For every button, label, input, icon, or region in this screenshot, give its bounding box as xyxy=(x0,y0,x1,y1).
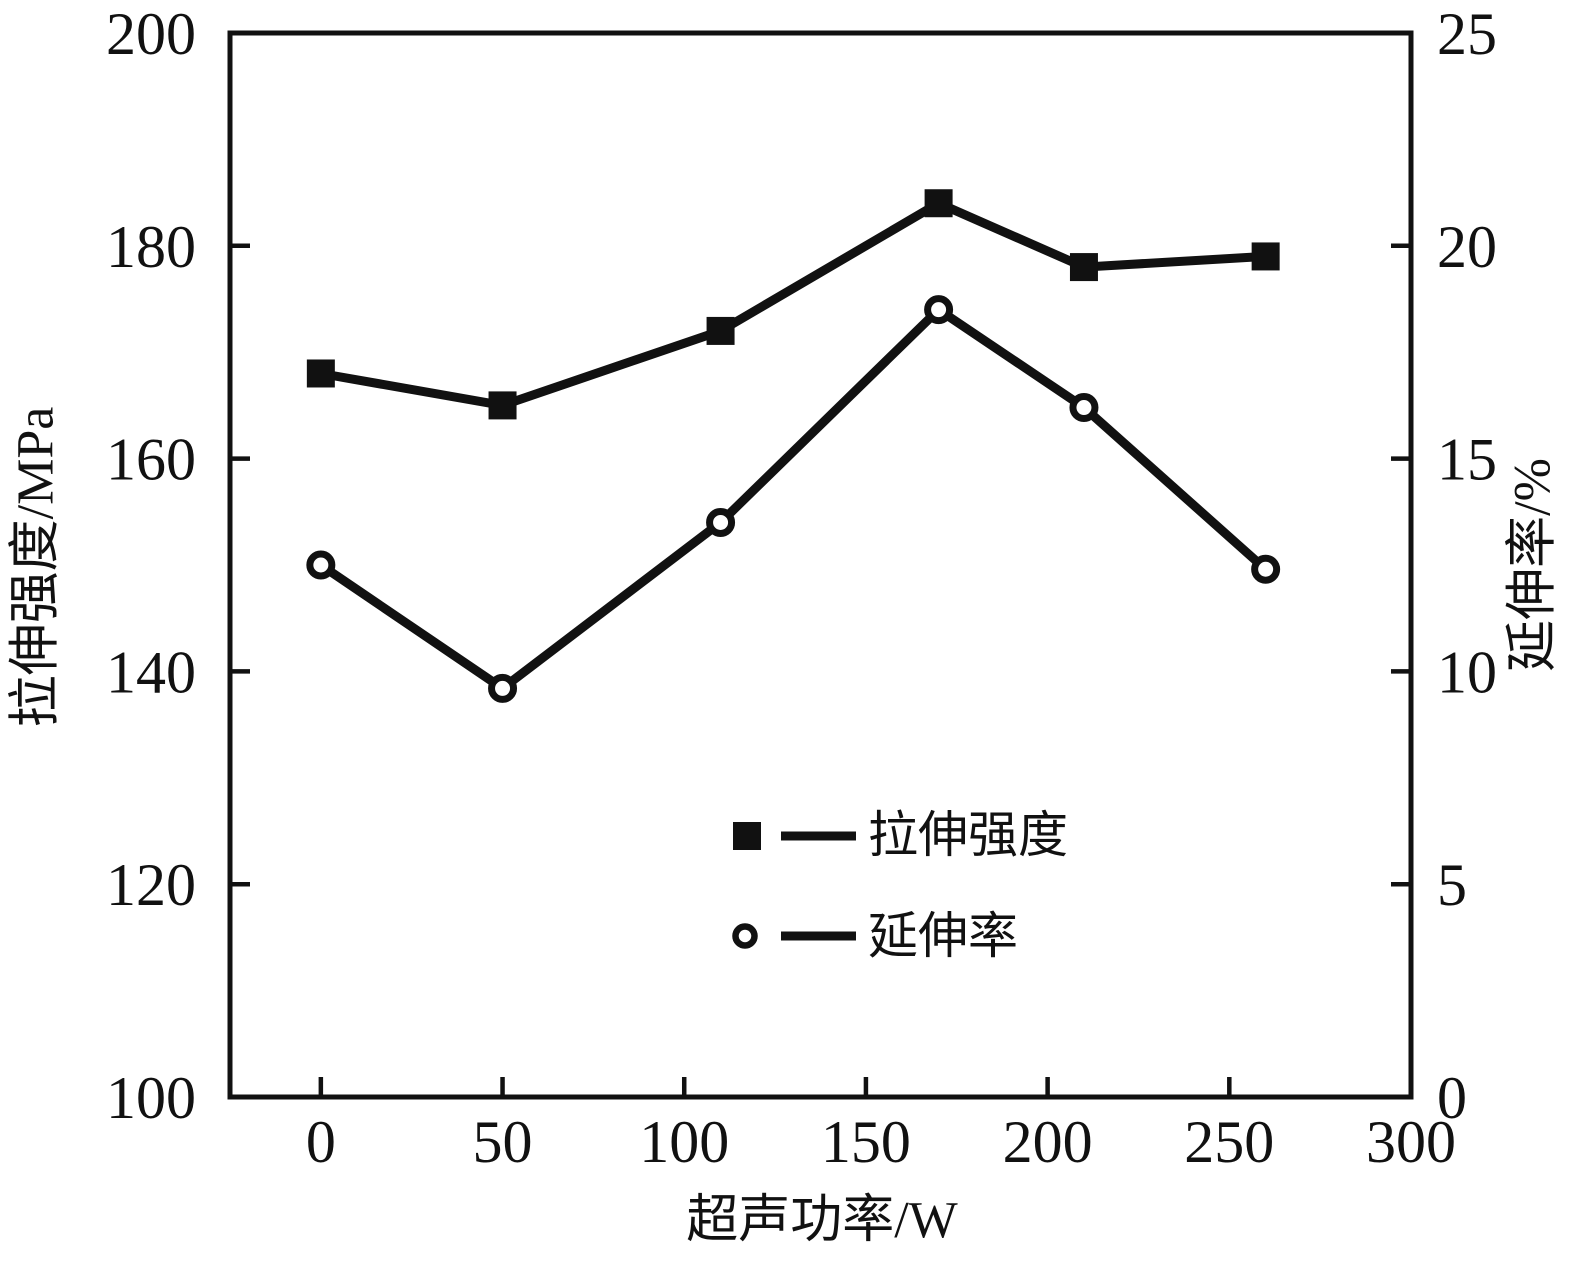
elongation-marker-open-circle xyxy=(1069,393,1099,423)
elongation-marker-open-circle xyxy=(488,673,518,703)
legend-label-elongation: 延伸率 xyxy=(868,908,1018,964)
y-axis-right-tick-label: 15 xyxy=(1437,427,1497,493)
tensile-strength-marker-filled-square xyxy=(706,316,735,345)
y-axis-left-tick-label: 120 xyxy=(106,852,196,918)
tensile-strength-marker-filled-square xyxy=(306,359,335,388)
y-axis-right-tick-label: 5 xyxy=(1437,852,1467,918)
legend-tensile-strength-filled-square-icon xyxy=(733,822,761,850)
legend-elongation-open-circle-icon xyxy=(732,923,758,949)
elongation-marker-open-circle xyxy=(306,550,336,580)
y-axis-right-tick-label: 25 xyxy=(1437,1,1497,67)
y-axis-title-left: 拉伸强度/MPa xyxy=(7,406,65,728)
x-axis-tick-label: 300 xyxy=(1366,1109,1456,1175)
legend-label-tensile-strength: 拉伸强度 xyxy=(868,807,1068,863)
tensile-strength-marker-filled-square xyxy=(1251,242,1280,271)
y-axis-left-tick-label: 140 xyxy=(106,639,196,705)
elongation-line xyxy=(318,303,1269,694)
y-axis-right-tick-label: 0 xyxy=(1437,1065,1467,1131)
plot-area-border xyxy=(227,30,1414,1100)
x-axis-tick-label: 50 xyxy=(473,1109,533,1175)
x-axis-tick-label: 100 xyxy=(639,1109,729,1175)
y-axis-left-tick-label: 160 xyxy=(106,427,196,493)
y-axis-left-tick-label: 100 xyxy=(106,1065,196,1131)
tensile-strength-line xyxy=(320,198,1266,411)
y-axis-right-tick-label: 10 xyxy=(1437,639,1497,705)
y-axis-title-right: 延伸率/% xyxy=(1504,458,1562,672)
x-axis-tick-label: 200 xyxy=(1003,1109,1093,1175)
x-axis-tick-label: 150 xyxy=(821,1109,911,1175)
elongation-marker-open-circle xyxy=(706,507,736,537)
y-axis-left-tick-label: 200 xyxy=(106,1,196,67)
x-axis-tick-label: 250 xyxy=(1184,1109,1274,1175)
y-axis-left-tick-label: 180 xyxy=(106,214,196,280)
tensile-strength-marker-filled-square xyxy=(924,189,953,218)
tensile-strength-marker-filled-square xyxy=(1069,253,1098,282)
elongation-marker-open-circle xyxy=(924,295,954,325)
y-axis-right-tick-label: 20 xyxy=(1437,214,1497,280)
tensile-strength-marker-filled-square xyxy=(488,391,517,420)
x-axis-tick-label: 0 xyxy=(306,1109,336,1175)
x-axis-title: 超声功率/W xyxy=(686,1192,958,1249)
elongation-marker-open-circle xyxy=(1251,554,1281,584)
